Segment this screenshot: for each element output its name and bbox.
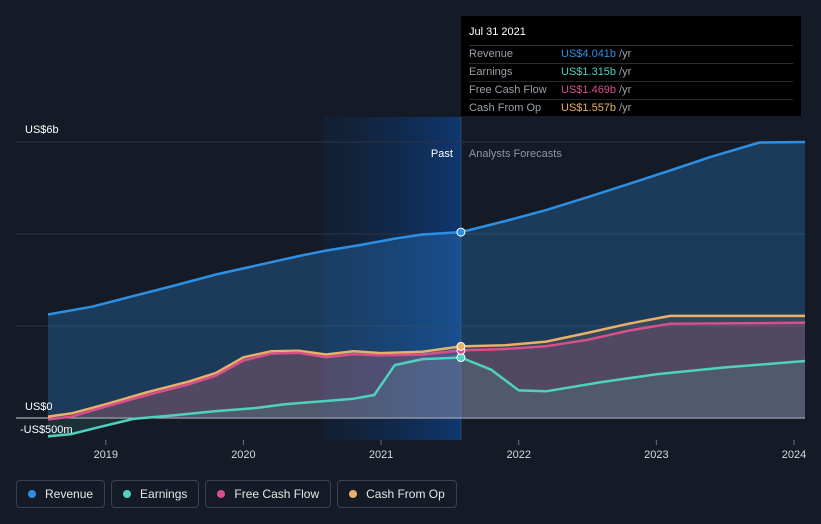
legend-label: Free Cash Flow [234,487,320,501]
y-label-bottom: -US$500m [20,424,73,436]
forecast-label: Analysts Forecasts [469,148,562,160]
cash-from-op-area [48,315,805,418]
tooltip-row-unit: /yr [619,48,632,60]
legend-item-revenue[interactable]: Revenue [16,480,106,508]
legend-label: Earnings [140,487,188,501]
cash-from-op-marker [456,341,466,351]
chart-legend: Revenue Earnings Free Cash Flow Cash Fro… [16,480,457,508]
free-cash-flow-dot-icon [217,490,226,498]
tooltip-row-name: Free Cash Flow [469,84,547,96]
x-tick-label: 2023 [644,449,668,461]
tooltip-row-value: US$1.557b [561,102,617,114]
tooltip-row-free-cash-flow: Free Cash Flow US$1.469b /yr [469,82,793,100]
tooltip: Jul 31 2021 Revenue US$4.041b /yr Earnin… [461,16,801,116]
x-tick-label: 2019 [94,449,118,461]
tooltip-row-earnings: Earnings US$1.315b /yr [469,64,793,82]
tooltip-row-unit: /yr [619,66,632,78]
cash-from-op-dot-icon [349,490,358,498]
tooltip-date: Jul 31 2021 [469,24,793,46]
x-tick-label: 2022 [506,449,530,461]
revenue-dot-icon [28,490,36,498]
legend-item-cash-from-op[interactable]: Cash From Op [337,480,457,508]
free-cash-flow-area [48,322,805,420]
tooltip-row-unit: /yr [619,84,632,96]
earnings-dot-icon [123,490,132,498]
financials-chart: US$6b US$0 -US$500m Past Analysts Forecasts 2… [16,117,806,461]
y-label-top: US$6b [25,124,59,136]
tooltip-row-name: Earnings [469,66,513,78]
tooltip-row-revenue: Revenue US$4.041b /yr [469,46,793,64]
past-label: Past [431,148,453,160]
tooltip-row-unit: /yr [619,102,632,114]
free-cash-flow-line [47,321,806,421]
revenue-area [48,142,805,418]
revenue-line [47,140,806,316]
tooltip-row-value: US$1.469b [561,84,617,96]
x-tick-label: 2020 [231,449,255,461]
cash-from-op-line [47,314,805,418]
legend-item-earnings[interactable]: Earnings [111,480,200,508]
earnings-line [47,356,806,438]
tooltip-row-cash-from-op: Cash From Op US$1.557b /yr [469,100,793,117]
tooltip-row-value: US$1.315b [561,66,617,78]
past-highlight-band [323,117,461,440]
x-tick-label: 2024 [782,449,806,461]
legend-label: Cash From Op [366,487,445,501]
tooltip-row-value: US$4.041b [561,48,617,60]
earnings-area [48,357,805,437]
y-label-zero: US$0 [25,401,53,413]
x-tick-label: 2021 [369,449,393,461]
revenue-marker [456,227,466,237]
tooltip-row-name: Cash From Op [469,102,542,114]
legend-label: Revenue [45,487,94,501]
legend-item-free-cash-flow[interactable]: Free Cash Flow [205,480,332,508]
tooltip-row-name: Revenue [469,48,514,60]
